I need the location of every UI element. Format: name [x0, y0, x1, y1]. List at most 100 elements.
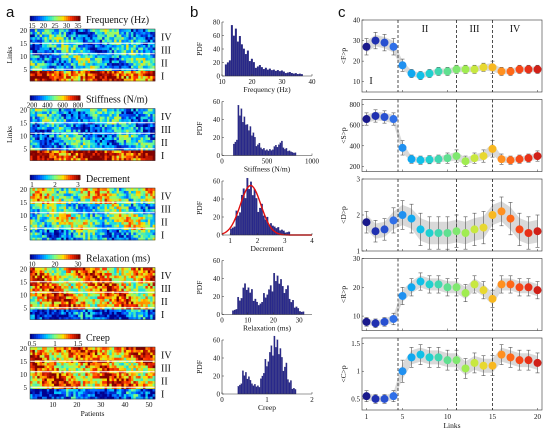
- heatmap-cell: [34, 391, 38, 395]
- heatmap-cell: [150, 288, 153, 292]
- heatmap-panel: 200 400 600 800 Stiffness (N/m)5101520LinksI…: [5, 95, 172, 162]
- heatmap-cell: [140, 129, 144, 133]
- heatmap-cell: [44, 134, 48, 138]
- heatmap-cell: [46, 188, 50, 191]
- heatmap-cell: [73, 34, 76, 38]
- heatmap-cell: [123, 73, 127, 77]
- heatmap-cell: [82, 296, 86, 299]
- heatmap-cell: [138, 78, 141, 82]
- heatmap-cell: [128, 195, 132, 199]
- heatmap-cell: [140, 47, 144, 51]
- heatmap-cell: [61, 216, 64, 220]
- heatmap-cell: [106, 75, 110, 79]
- heatmap-cell: [145, 391, 149, 395]
- heatmap-cell: [87, 367, 91, 371]
- heatmap-cell: [138, 129, 141, 133]
- heatmap-cell: [85, 293, 88, 297]
- heatmap-cell: [80, 391, 84, 395]
- heatmap-cell: [135, 388, 139, 392]
- heatmap-cell: [49, 126, 52, 130]
- heatmap-cell: [54, 198, 57, 202]
- heatmap-cell: [68, 275, 72, 279]
- heatmap-cell: [58, 129, 62, 133]
- heatmap-cell: [142, 272, 146, 276]
- heatmap-cell: [145, 78, 149, 82]
- heatmap-cell: [49, 237, 52, 241]
- heatmap-cell: [92, 219, 96, 223]
- heatmap-cell: [68, 139, 72, 143]
- heatmap-cell: [150, 237, 153, 241]
- heatmap-cell: [70, 113, 74, 117]
- heatmap-cell: [152, 193, 156, 197]
- group-label: II: [161, 217, 168, 228]
- heatmap-cell: [145, 388, 149, 392]
- heatmap-cell: [138, 267, 141, 271]
- heatmap-cell: [34, 216, 38, 220]
- heatmap-cell: [68, 296, 72, 299]
- heatmap-cell: [97, 144, 101, 148]
- heatmap-cell: [51, 155, 55, 159]
- heatmap-cell: [51, 367, 55, 371]
- heatmap-cell: [97, 142, 101, 146]
- heatmap-cell: [58, 70, 62, 74]
- heatmap-cell: [61, 275, 64, 279]
- heatmap-cell: [58, 134, 62, 138]
- heatmap-cell: [46, 275, 50, 279]
- heatmap-cell: [106, 314, 110, 318]
- heatmap-cell: [92, 113, 96, 117]
- heatmap-cell: [152, 303, 156, 307]
- heatmap-cell: [140, 73, 144, 77]
- heatmap-cell: [150, 47, 153, 51]
- heatmap-cell: [42, 311, 45, 315]
- heatmap-cell: [126, 277, 129, 281]
- heatmap-cell: [104, 214, 108, 217]
- heatmap-cell: [140, 188, 144, 191]
- heatmap-cell: [51, 36, 55, 40]
- heatmap-cell: [70, 39, 74, 43]
- heatmap-cell: [42, 301, 45, 305]
- colorbar-cell: [58, 95, 61, 101]
- heatmap-cell: [82, 44, 86, 48]
- heatmap-cell: [114, 57, 117, 61]
- heatmap-cell: [66, 60, 69, 64]
- heatmap-cell: [118, 195, 122, 199]
- heatmap-cell: [94, 157, 98, 161]
- heatmap-cell: [54, 118, 57, 122]
- heatmap-cell: [102, 267, 105, 271]
- heatmap-cell: [138, 73, 141, 77]
- heatmap-cell: [66, 388, 69, 392]
- colorbar-cell: [34, 95, 37, 101]
- heatmap-cell: [49, 214, 52, 217]
- heatmap-cell: [99, 108, 103, 112]
- heatmap-cell: [42, 232, 45, 236]
- heatmap-cell: [37, 293, 40, 297]
- heatmap-cell: [42, 108, 45, 112]
- heatmap-cell: [61, 124, 64, 127]
- heatmap-cell: [30, 142, 33, 146]
- heatmap-cell: [99, 267, 103, 271]
- heatmap-cell: [44, 198, 48, 202]
- heatmap-cell: [123, 224, 127, 228]
- heatmap-cell: [123, 298, 127, 302]
- heatmap-cell: [133, 303, 137, 307]
- heatmap-cell: [97, 155, 101, 159]
- heatmap-cell: [61, 277, 64, 281]
- heatmap-cell: [109, 298, 113, 302]
- heatmap-cell: [152, 152, 156, 156]
- heatmap-cell: [37, 221, 40, 225]
- heatmap-cell: [82, 388, 86, 392]
- heatmap-cell: [99, 234, 103, 238]
- heatmap-cell: [42, 118, 45, 122]
- heatmap-cell: [104, 55, 108, 58]
- heatmap-cell: [30, 373, 33, 376]
- heatmap-cell: [114, 234, 117, 238]
- heatmap-cell: [90, 108, 93, 112]
- heatmap-cell: [111, 229, 115, 233]
- heatmap-cell: [32, 277, 36, 281]
- heatmap-cell: [147, 39, 151, 43]
- heatmap-cell: [51, 293, 55, 297]
- heatmap-cell: [150, 311, 153, 315]
- heatmap-cell: [118, 277, 122, 281]
- heatmap-cell: [99, 298, 103, 302]
- heatmap-cell: [92, 373, 96, 376]
